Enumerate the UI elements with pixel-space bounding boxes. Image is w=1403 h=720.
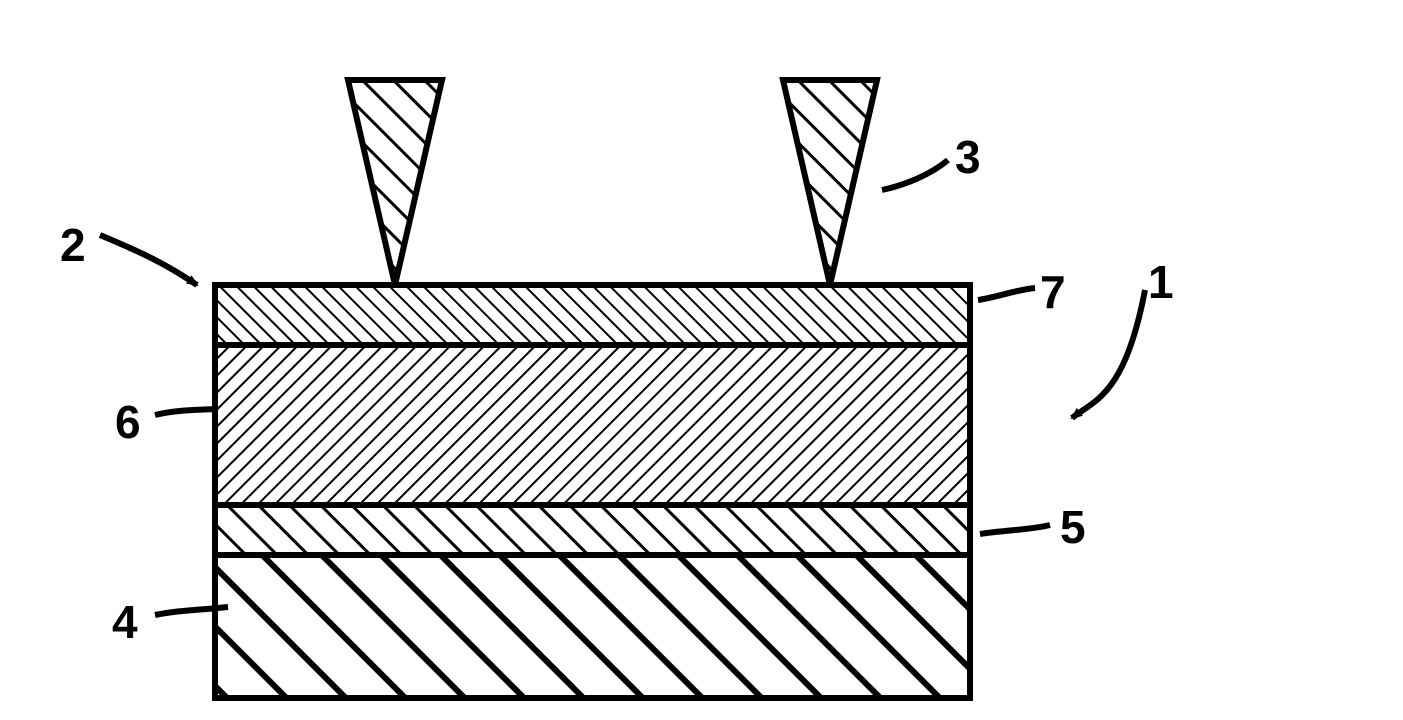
layer6 xyxy=(215,345,970,505)
leader2 xyxy=(100,235,197,285)
label-5: 5 xyxy=(1060,500,1086,554)
diagram-svg xyxy=(0,0,1403,720)
leader3 xyxy=(882,160,948,190)
diagram-container: 1 2 3 4 5 6 7 xyxy=(0,0,1403,720)
probe_left xyxy=(348,80,442,285)
leader1 xyxy=(1072,290,1145,418)
label-2: 2 xyxy=(60,218,86,272)
label-7: 7 xyxy=(1040,265,1066,319)
layer7 xyxy=(215,285,970,345)
leader6 xyxy=(155,409,218,415)
label-6: 6 xyxy=(115,395,141,449)
leader7 xyxy=(978,288,1035,300)
layer5 xyxy=(215,505,970,555)
label-4: 4 xyxy=(112,595,138,649)
probe_right xyxy=(783,80,877,285)
layer4 xyxy=(215,555,970,698)
leader5 xyxy=(980,525,1050,534)
label-1: 1 xyxy=(1148,255,1174,309)
label-3: 3 xyxy=(955,130,981,184)
